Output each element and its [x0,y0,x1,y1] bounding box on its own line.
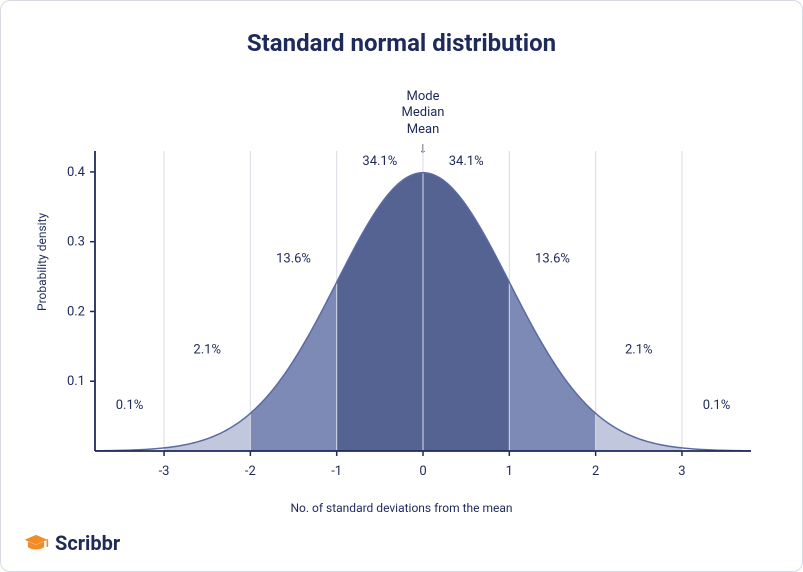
figure-card: Standard normal distribution ModeMedianM… [0,0,803,572]
x-tick-label: -2 [245,464,256,479]
center-annotation-line: Mean [402,122,445,138]
graduation-cap-icon [23,532,49,554]
y-tick-label: 0.2 [67,304,85,319]
region-percent-label: 2.1% [193,342,221,357]
y-tick-label: 0.4 [67,165,86,180]
y-tick-label: 0.3 [67,235,85,250]
region-percent-label: 0.1% [116,398,144,413]
center-annotation-line: Median [402,105,445,121]
distribution-region [164,413,250,451]
brand-logo: Scribbr [23,531,120,555]
x-tick-label: 0 [419,464,426,479]
region-percent-label: 0.1% [703,398,731,413]
region-percent-label: 13.6% [535,252,570,267]
x-tick-label: 1 [506,464,513,479]
distribution-region [596,413,682,451]
x-tick-label: 3 [678,464,685,479]
y-tick-label: 0.1 [67,374,85,389]
center-annotation-line: Mode [402,89,445,105]
x-axis-label: No. of standard deviations from the mean [1,501,802,515]
distribution-region [337,173,423,451]
region-percent-label: 13.6% [276,252,311,267]
x-tick-label: 2 [592,464,599,479]
y-axis-label: Probability density [35,213,49,311]
region-percent-label: 34.1% [449,154,484,169]
distribution-region [423,173,509,451]
center-annotation: ModeMedianMean↓ [402,89,445,156]
figure-title: Standard normal distribution [1,29,802,57]
x-tick-label: -3 [159,464,170,479]
region-percent-label: 2.1% [625,342,653,357]
region-percent-label: 34.1% [362,154,397,169]
distribution-chart: 0.1 0.2 0.3 0.4 -3 -2 -1 0 1 2 3 0.1% 2.1% 13.6% 34.1%… [51,151,761,491]
brand-logo-text: Scribbr [55,531,120,555]
x-tick-label: -1 [331,464,342,479]
